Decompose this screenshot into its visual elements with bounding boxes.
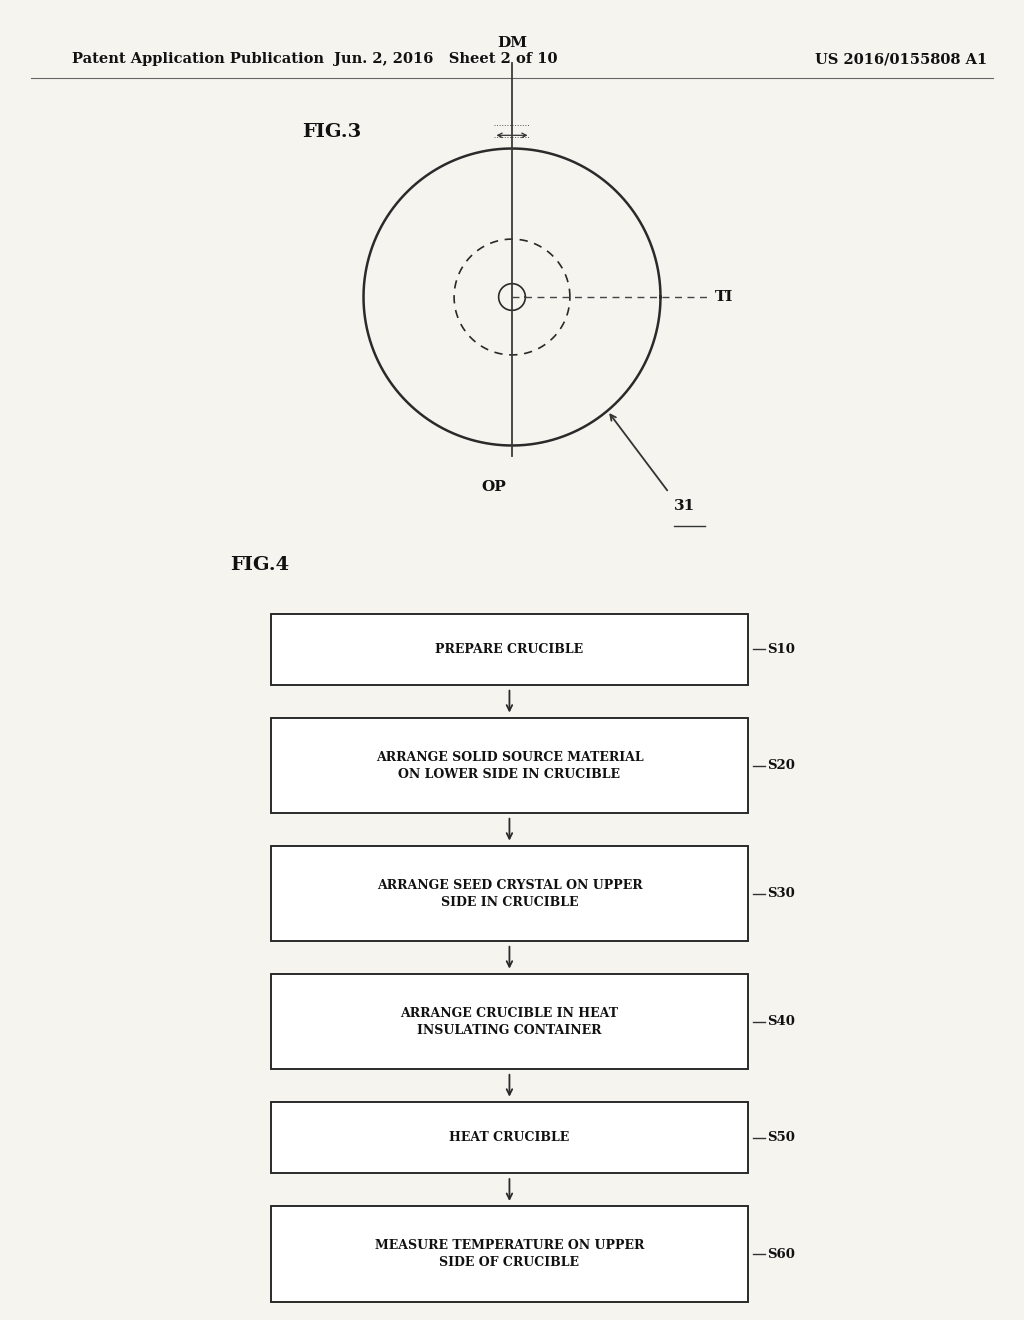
Text: S50: S50 — [767, 1131, 795, 1144]
Text: MEASURE TEMPERATURE ON UPPER
SIDE OF CRUCIBLE: MEASURE TEMPERATURE ON UPPER SIDE OF CRU… — [375, 1239, 644, 1269]
FancyBboxPatch shape — [271, 1102, 748, 1173]
Text: FIG.3: FIG.3 — [302, 123, 361, 141]
Text: DM: DM — [497, 36, 527, 50]
Text: TI: TI — [715, 290, 733, 304]
Text: S20: S20 — [767, 759, 795, 772]
Text: OP: OP — [481, 479, 506, 494]
Text: Jun. 2, 2016   Sheet 2 of 10: Jun. 2, 2016 Sheet 2 of 10 — [334, 53, 557, 66]
FancyBboxPatch shape — [271, 718, 748, 813]
Text: ARRANGE CRUCIBLE IN HEAT
INSULATING CONTAINER: ARRANGE CRUCIBLE IN HEAT INSULATING CONT… — [400, 1007, 618, 1036]
Text: HEAT CRUCIBLE: HEAT CRUCIBLE — [450, 1131, 569, 1144]
Text: 31: 31 — [674, 499, 695, 513]
Text: S30: S30 — [767, 887, 795, 900]
Text: S60: S60 — [767, 1247, 795, 1261]
Text: S40: S40 — [767, 1015, 795, 1028]
FancyBboxPatch shape — [271, 614, 748, 685]
Text: ARRANGE SOLID SOURCE MATERIAL
ON LOWER SIDE IN CRUCIBLE: ARRANGE SOLID SOURCE MATERIAL ON LOWER S… — [376, 751, 643, 780]
FancyBboxPatch shape — [271, 974, 748, 1069]
FancyBboxPatch shape — [271, 1206, 748, 1302]
Text: ARRANGE SEED CRYSTAL ON UPPER
SIDE IN CRUCIBLE: ARRANGE SEED CRYSTAL ON UPPER SIDE IN CR… — [377, 879, 642, 908]
FancyBboxPatch shape — [271, 846, 748, 941]
Text: US 2016/0155808 A1: US 2016/0155808 A1 — [815, 53, 987, 66]
Text: Patent Application Publication: Patent Application Publication — [72, 53, 324, 66]
Text: PREPARE CRUCIBLE: PREPARE CRUCIBLE — [435, 643, 584, 656]
Text: FIG.4: FIG.4 — [230, 556, 290, 574]
Text: S10: S10 — [767, 643, 795, 656]
